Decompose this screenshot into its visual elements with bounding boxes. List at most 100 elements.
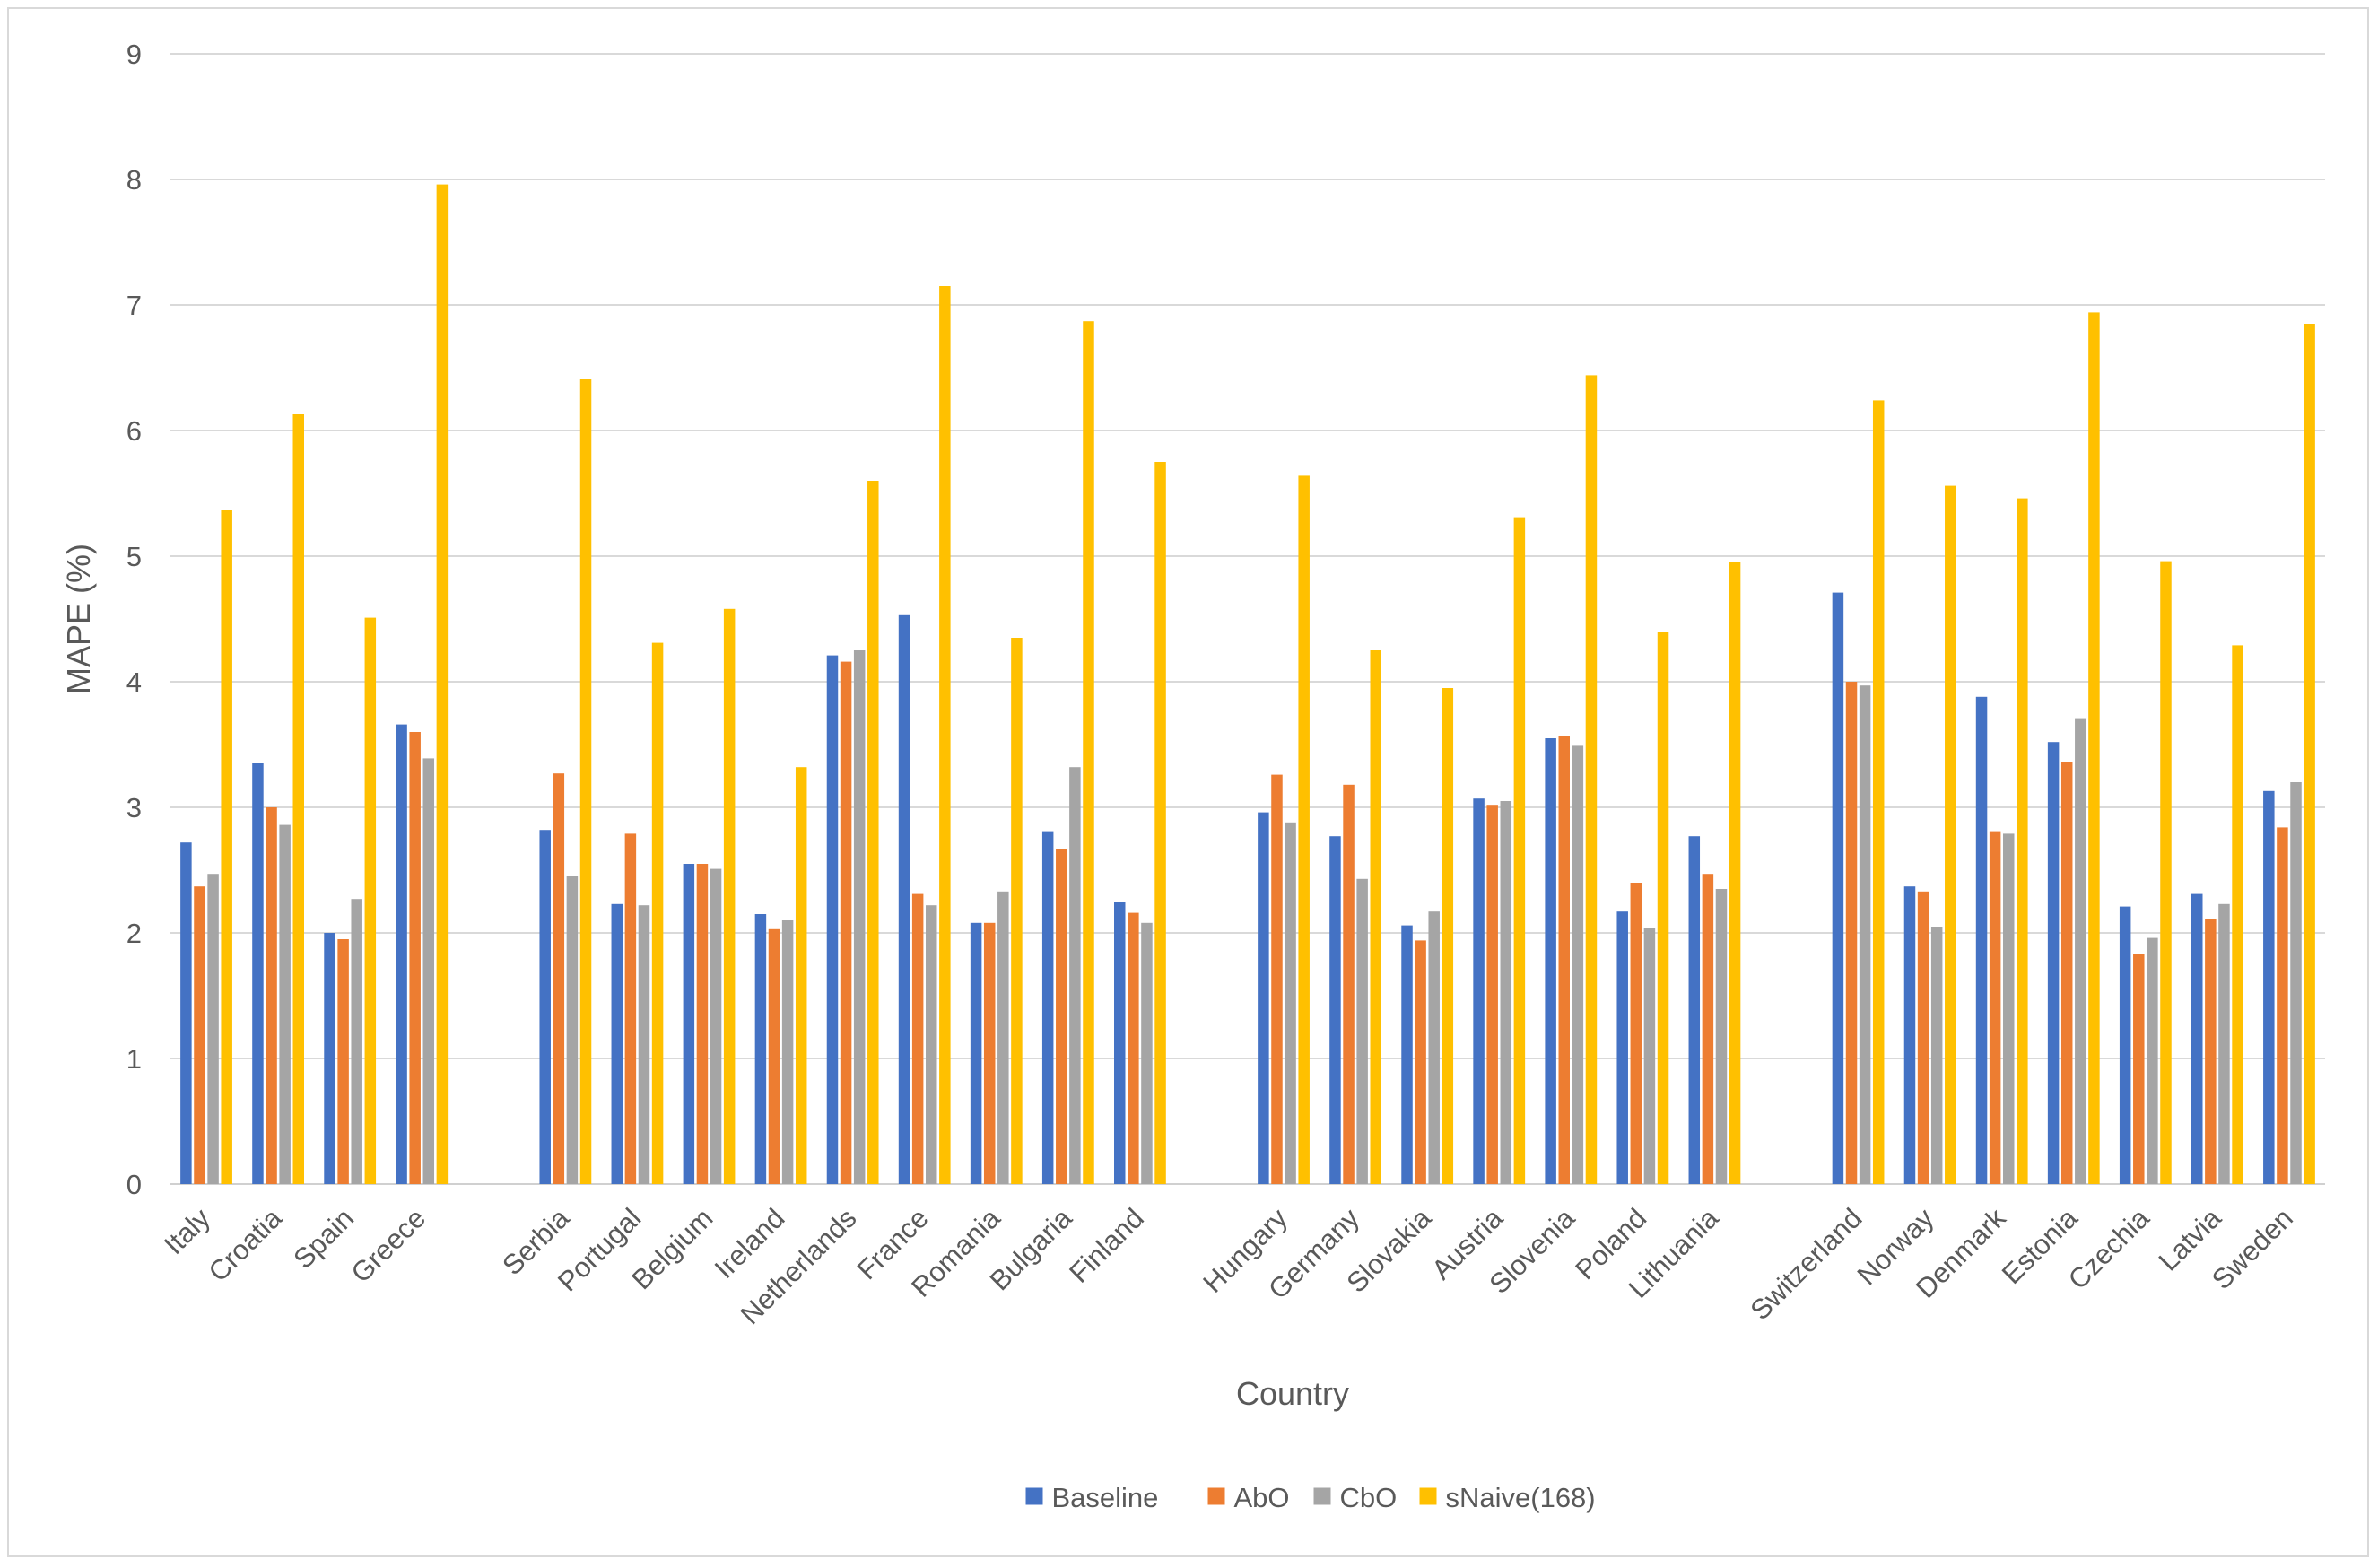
bar-snaive-168--poland	[1657, 632, 1669, 1184]
bar-snaive-168--netherlands	[867, 481, 879, 1184]
bar-snaive-168--portugal	[651, 642, 664, 1184]
bar-baseline-austria	[1473, 798, 1485, 1184]
bar-baseline-norway	[1903, 886, 1916, 1184]
bar-baseline-finland	[1114, 902, 1126, 1184]
y-tick-label: 3	[126, 792, 142, 823]
x-tick-label: Bulgaria	[984, 1202, 1079, 1297]
bar-abo-romania	[983, 922, 996, 1184]
bar-abo-greece	[409, 732, 421, 1184]
bar-abo-switzerland	[1845, 682, 1858, 1184]
legend: Baseline AbO CbO sNaive(168)	[1025, 1482, 1596, 1513]
bar-baseline-serbia	[539, 830, 551, 1184]
bar-snaive-168--switzerland	[1872, 400, 1885, 1184]
bar-cbo-italy	[207, 874, 219, 1184]
bar-abo-hungary	[1271, 774, 1283, 1184]
bar-baseline-slovenia	[1545, 738, 1556, 1184]
legend-label: CbO	[1340, 1482, 1398, 1513]
bar-snaive-168--spain	[364, 617, 377, 1184]
bar-snaive-168--greece	[436, 184, 449, 1185]
bar-cbo-lithuania	[1715, 889, 1728, 1184]
bar-snaive-168--slovakia	[1442, 688, 1454, 1184]
legend-swatch	[1419, 1487, 1437, 1505]
bar-abo-spain	[337, 939, 349, 1184]
legend-item: Baseline	[1025, 1482, 1158, 1513]
legend-label: sNaive(168)	[1446, 1482, 1596, 1513]
bar-snaive-168--italy	[221, 510, 232, 1184]
x-tick-label: Belgium	[626, 1202, 719, 1295]
bar-snaive-168--norway	[1945, 485, 1956, 1184]
bar-cbo-france	[926, 905, 937, 1184]
bar-baseline-switzerland	[1832, 592, 1844, 1184]
bar-snaive-168--serbia	[579, 379, 592, 1185]
bar-baseline-spain	[324, 933, 335, 1184]
chart-frame: 0 1 2 3 4 5 6 7 8 9 Italy Croatia Spain Greece Serbia…	[7, 7, 2369, 1557]
bar-cbo-portugal	[638, 905, 650, 1184]
bar-snaive-168--lithuania	[1729, 562, 1741, 1184]
bar-snaive-168--latvia	[2232, 645, 2243, 1184]
bar-snaive-168--croatia	[292, 414, 304, 1184]
bar-cbo-slovenia	[1572, 745, 1584, 1184]
bar-baseline-romania	[970, 922, 982, 1184]
bar-snaive-168--sweden	[2304, 324, 2315, 1184]
bar-abo-sweden	[2277, 827, 2288, 1184]
legend-swatch	[1025, 1487, 1043, 1505]
bar-cbo-switzerland	[1859, 685, 1871, 1184]
bar-cbo-croatia	[279, 824, 291, 1184]
bar-snaive-168--belgium	[723, 608, 736, 1184]
bar-baseline-lithuania	[1688, 836, 1701, 1184]
bar-cbo-finland	[1141, 922, 1153, 1184]
bar-baseline-italy	[180, 842, 192, 1184]
y-tick-label: 4	[126, 666, 142, 698]
bar-cbo-hungary	[1285, 822, 1296, 1184]
bar-baseline-denmark	[1975, 696, 1988, 1184]
bar-abo-norway	[1917, 891, 1929, 1184]
bar-snaive-168--romania	[1011, 638, 1023, 1184]
bar-cbo-serbia	[566, 876, 579, 1184]
bar-snaive-168--finland	[1154, 462, 1166, 1184]
legend-item: sNaive(168)	[1419, 1482, 1596, 1513]
bar-baseline-sweden	[2263, 790, 2275, 1184]
bar-snaive-168--austria	[1513, 517, 1526, 1184]
bar-snaive-168--estonia	[2088, 312, 2100, 1184]
bar-snaive-168--slovenia	[1585, 375, 1598, 1184]
bar-baseline-greece	[396, 724, 407, 1184]
y-tick-label: 7	[126, 290, 142, 321]
bar-cbo-austria	[1500, 801, 1512, 1184]
bar-baseline-poland	[1616, 911, 1628, 1184]
bar-snaive-168--hungary	[1298, 475, 1310, 1184]
bar-cbo-germany	[1356, 878, 1368, 1184]
bar-cbo-romania	[997, 891, 1009, 1184]
x-tick-label: Italy	[158, 1202, 216, 1260]
y-tick-label: 6	[126, 415, 142, 447]
bar-abo-netherlands	[840, 661, 852, 1184]
x-tick-label: Czechia	[2062, 1202, 2156, 1295]
bar-cbo-spain	[351, 899, 362, 1184]
bar-cbo-bulgaria	[1069, 767, 1081, 1184]
y-tick-label: 1	[126, 1043, 142, 1075]
x-tick-label: Croatia	[203, 1202, 289, 1288]
bar-abo-serbia	[553, 773, 565, 1184]
legend-swatch	[1207, 1487, 1225, 1505]
bar-baseline-portugal	[611, 903, 623, 1184]
bar-abo-denmark	[1989, 831, 2001, 1184]
bar-cbo-sweden	[2290, 782, 2302, 1184]
y-tick-label: 2	[126, 918, 142, 949]
bars	[180, 184, 2315, 1185]
bar-abo-finland	[1128, 912, 1139, 1184]
bar-snaive-168--france	[939, 286, 951, 1184]
bar-abo-france	[911, 893, 924, 1184]
bar-baseline-latvia	[2191, 893, 2203, 1184]
bar-snaive-168--denmark	[2017, 498, 2028, 1184]
bar-abo-czechia	[2133, 954, 2145, 1184]
y-axis-title: MAPE (%)	[60, 544, 97, 694]
bar-baseline-netherlands	[826, 655, 839, 1184]
y-axis-ticks: 0 1 2 3 4 5 6 7 8 9	[126, 39, 142, 1200]
bar-baseline-france	[898, 614, 910, 1184]
bar-baseline-croatia	[252, 763, 264, 1184]
y-tick-label: 9	[126, 39, 142, 70]
bar-snaive-168--germany	[1370, 650, 1381, 1184]
bar-cbo-norway	[1930, 927, 1943, 1184]
bar-baseline-estonia	[2047, 742, 2060, 1184]
